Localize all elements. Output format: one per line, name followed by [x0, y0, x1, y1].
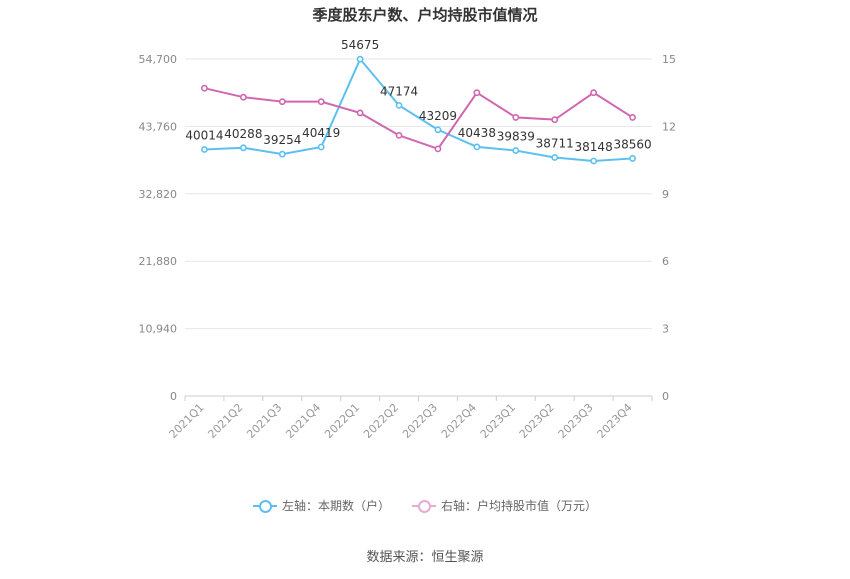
y-left-tick-label: 10,940: [139, 323, 178, 336]
data-label: 40288: [224, 127, 262, 141]
y-left-tick-label: 0: [170, 390, 177, 403]
data-label: 38560: [613, 137, 651, 151]
x-tick-label: 2022Q3: [400, 401, 440, 441]
data-label: 39839: [497, 130, 535, 144]
y-right-tick-label: 12: [662, 120, 676, 133]
data-label: 54675: [341, 38, 379, 52]
x-tick-label: 2023Q1: [478, 401, 518, 441]
legend-left-series-icon: [252, 499, 277, 513]
legend-right-series-label: 右轴：户均持股市值（万元）: [441, 499, 598, 513]
y-right-tick-label: 0: [662, 390, 669, 403]
data-label: 38148: [575, 140, 613, 154]
data-label: 40419: [302, 126, 340, 140]
y-right-tick-label: 3: [662, 323, 669, 336]
x-tick-label: 2021Q3: [244, 401, 284, 441]
x-tick-label: 2022Q2: [361, 401, 401, 441]
legend-right-series-icon: [412, 499, 436, 513]
legend-item-left-series[interactable]: 左轴：本期数（户）: [252, 497, 390, 514]
y-right-tick-label: 9: [662, 188, 669, 201]
y-right-tick-label: 15: [662, 53, 676, 66]
legend: 左轴：本期数（户） 右轴：户均持股市值（万元）: [0, 497, 850, 514]
data-point-right: [434, 145, 442, 153]
y-left-tick-label: 43,760: [139, 120, 178, 133]
data-point-left: [395, 101, 403, 109]
y-right-tick-label: 6: [662, 255, 669, 268]
data-point-right: [590, 89, 598, 97]
data-label: 40014: [185, 128, 223, 142]
data-point-left: [201, 146, 208, 153]
series-line-left: [204, 57, 633, 162]
y-left-tick-label: 21,880: [139, 255, 178, 268]
data-label: 43209: [419, 109, 457, 123]
x-tick-label: 2022Q4: [439, 401, 479, 441]
data-point-right: [201, 84, 208, 92]
x-tick-label: 2023Q4: [595, 401, 635, 441]
data-point-left: [434, 126, 442, 134]
data-point-left: [512, 147, 520, 154]
data-point-left: [356, 55, 364, 63]
data-point-left: [551, 154, 559, 161]
data-label: 47174: [380, 84, 418, 98]
legend-item-right-series[interactable]: 右轴：户均持股市值（万元）: [412, 497, 597, 514]
data-point-right: [551, 116, 559, 124]
data-point-left: [473, 143, 481, 151]
x-tick-label: 2021Q1: [167, 401, 207, 441]
data-point-left: [278, 150, 286, 158]
data-point-left: [317, 143, 325, 151]
data-point-right: [317, 98, 325, 106]
data-point-right: [395, 131, 403, 139]
x-tick-label: 2021Q4: [283, 401, 323, 441]
data-label: 38711: [536, 137, 574, 151]
x-tick-label: 2022Q1: [322, 401, 362, 441]
data-label: 40438: [458, 126, 496, 140]
x-tick-label: 2023Q2: [517, 401, 557, 441]
legend-left-series-label: 左轴：本期数（户）: [281, 499, 390, 513]
x-tick-label: 2023Q3: [556, 401, 596, 441]
data-point-left: [629, 155, 636, 162]
data-point-right: [239, 93, 247, 101]
data-point-right: [512, 114, 520, 121]
data-point-right: [356, 109, 364, 117]
data-point-right: [278, 98, 286, 106]
chart-title: 季度股东户数、户均持股市值情况: [312, 6, 538, 24]
x-tick-label: 2021Q2: [205, 401, 245, 441]
data-point-left: [590, 157, 598, 165]
data-label: 39254: [263, 133, 301, 147]
series-line-right: [204, 87, 634, 151]
y-left-tick-label: 54,700: [139, 53, 178, 66]
data-point-right: [473, 89, 481, 97]
y-left-tick-label: 32,820: [139, 188, 178, 201]
data-point-right: [629, 114, 636, 121]
data-point-left: [239, 144, 247, 152]
source-note: 数据来源：恒生聚源: [366, 550, 484, 565]
